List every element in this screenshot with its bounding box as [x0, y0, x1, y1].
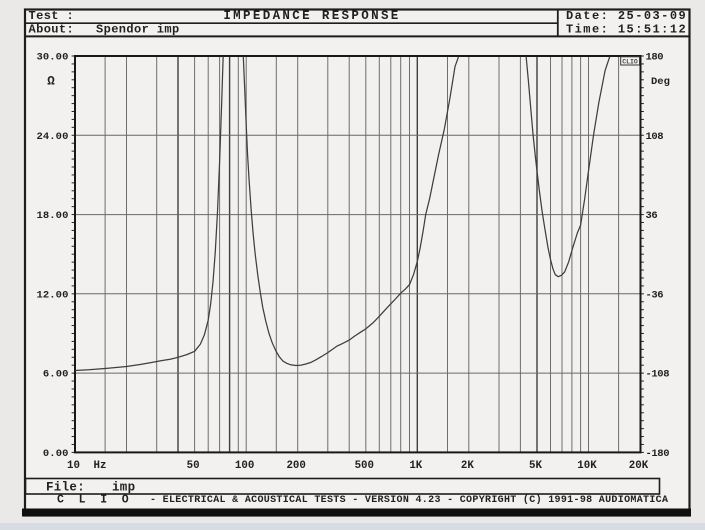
- svg-text:- ELECTRICAL & ACOUSTICAL TES: - ELECTRICAL & ACOUSTICAL TESTS - VERSIO…: [150, 494, 668, 506]
- svg-text:12.00: 12.00: [36, 289, 68, 301]
- svg-text:10: 10: [67, 460, 80, 472]
- svg-text:About:: About:: [29, 23, 75, 37]
- svg-text:18.00: 18.00: [36, 210, 68, 222]
- svg-text:Date: 25-03-09: Date: 25-03-09: [566, 9, 687, 23]
- svg-text:108: 108: [646, 131, 664, 143]
- svg-text:24.00: 24.00: [36, 131, 68, 143]
- svg-text:IMPEDANCE RESPONSE: IMPEDANCE RESPONSE: [223, 9, 400, 23]
- svg-text:0.00: 0.00: [43, 448, 69, 460]
- svg-text:Spendor imp: Spendor imp: [96, 23, 180, 37]
- svg-text:200: 200: [286, 460, 305, 472]
- svg-text:Hz: Hz: [94, 460, 107, 472]
- svg-text:imp: imp: [112, 481, 135, 495]
- svg-text:C L I O: C L I O: [57, 493, 133, 506]
- svg-text:2K: 2K: [461, 460, 474, 472]
- svg-text:-36: -36: [646, 289, 664, 301]
- svg-text:30.00: 30.00: [36, 52, 68, 64]
- svg-text:CLIO: CLIO: [622, 59, 638, 66]
- svg-text:File:: File:: [46, 481, 85, 495]
- svg-text:-180: -180: [646, 448, 670, 460]
- svg-text:Test :: Test :: [29, 9, 75, 23]
- svg-text:5K: 5K: [529, 460, 542, 472]
- svg-text:10K: 10K: [577, 460, 597, 472]
- svg-text:100: 100: [235, 460, 254, 472]
- svg-text:6.00: 6.00: [43, 369, 69, 381]
- svg-text:Time: 15:51:12: Time: 15:51:12: [566, 23, 687, 37]
- svg-text:-108: -108: [646, 369, 670, 381]
- svg-text:36: 36: [646, 210, 658, 222]
- svg-text:Ω: Ω: [47, 75, 55, 89]
- svg-text:180: 180: [646, 52, 664, 64]
- svg-text:Deg: Deg: [651, 76, 670, 88]
- svg-text:500: 500: [355, 460, 374, 472]
- svg-text:20K: 20K: [629, 460, 649, 472]
- svg-text:1K: 1K: [409, 460, 422, 472]
- svg-text:50: 50: [187, 460, 200, 472]
